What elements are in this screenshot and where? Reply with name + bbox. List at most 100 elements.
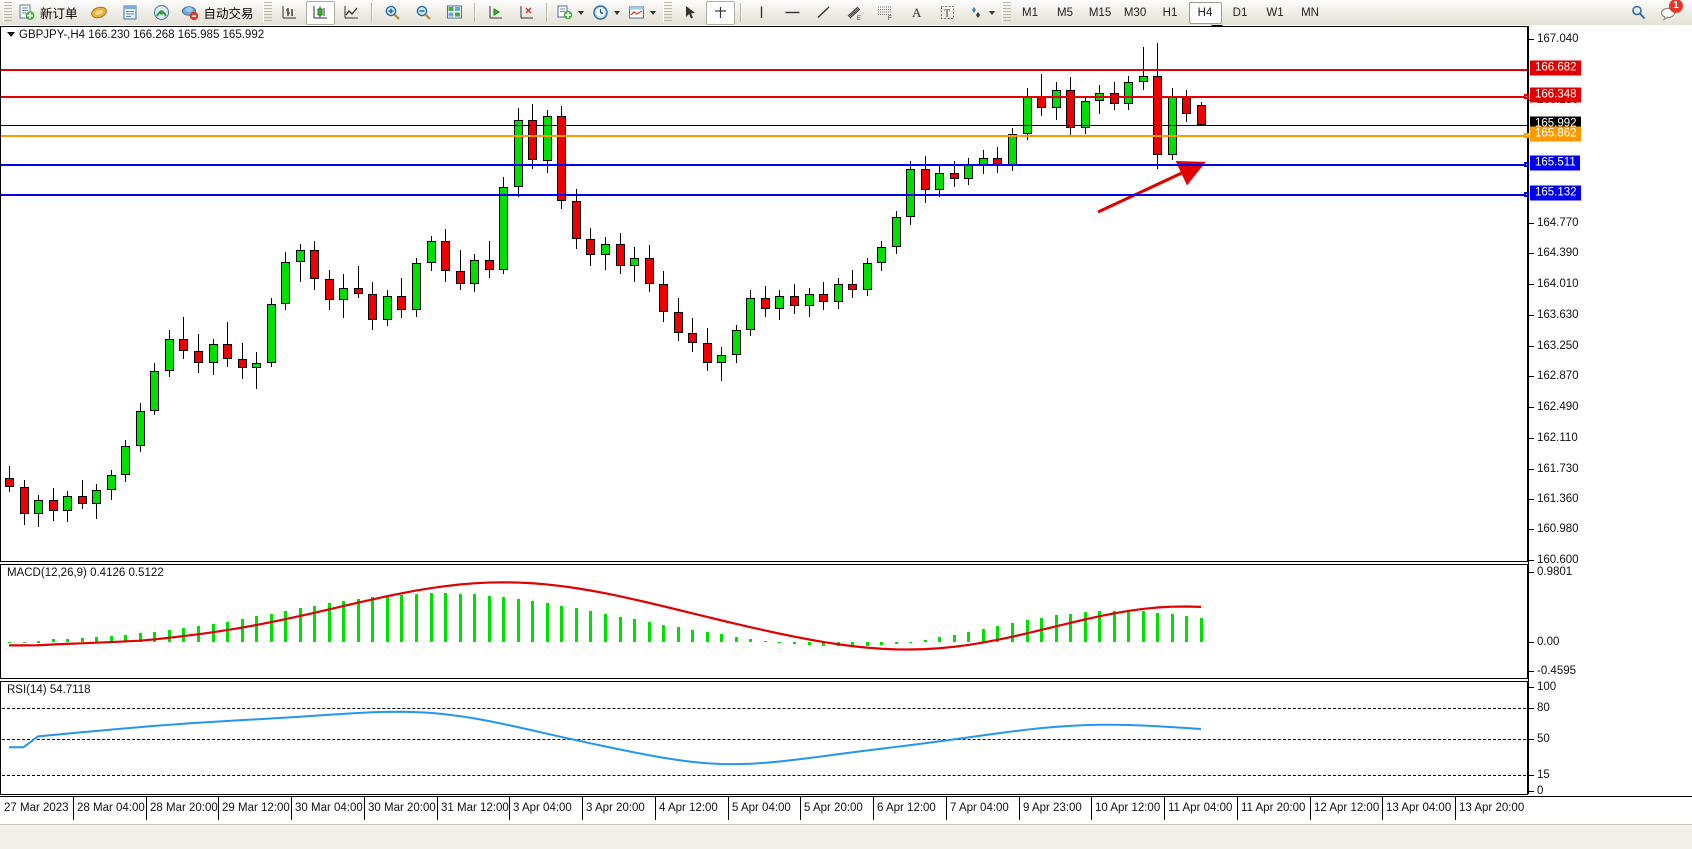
- candle-body: [834, 284, 843, 303]
- price-axis-line: [1528, 26, 1529, 794]
- macd-histogram-bar: [560, 605, 563, 642]
- indicators-dropdown-arrow[interactable]: [577, 10, 584, 15]
- candle-body: [296, 249, 305, 262]
- text-button[interactable]: A: [902, 1, 931, 25]
- candle-body: [1023, 95, 1032, 134]
- price-pane[interactable]: GBPJPY-,H4 166.230 166.268 165.985 165.9…: [0, 26, 1529, 562]
- price-line-handle[interactable]: [1524, 133, 1529, 139]
- chart-menu-triangle-icon[interactable]: [7, 32, 15, 37]
- candle-body: [935, 172, 944, 191]
- tf-d1[interactable]: D1: [1232, 6, 1248, 19]
- shapes-dropdown-arrow[interactable]: [988, 10, 995, 15]
- macd-histogram-bar: [124, 634, 127, 642]
- candle-body: [397, 295, 406, 311]
- text-label-button[interactable]: T: [933, 1, 962, 25]
- macd-pane[interactable]: MACD(12,26,9) 0.4126 0.5122: [0, 564, 1528, 679]
- macd-histogram-bar: [139, 633, 142, 642]
- trendline-button[interactable]: [809, 1, 838, 25]
- candle-body: [499, 187, 508, 270]
- candlestick-chart-button[interactable]: [305, 0, 335, 25]
- tf-w1[interactable]: W1: [1266, 6, 1284, 19]
- time-separator: [655, 797, 656, 820]
- candle-body: [586, 238, 595, 256]
- macd-histogram-bar: [270, 613, 273, 642]
- candle-body: [165, 338, 174, 371]
- chart-grid-button[interactable]: [440, 1, 469, 25]
- tf-h4[interactable]: H4: [1188, 1, 1222, 24]
- candle-body: [5, 478, 14, 487]
- chart-area[interactable]: GBPJPY-,H4 166.230 166.268 165.985 165.9…: [0, 25, 1692, 849]
- price-tick-label: 164.390: [1537, 247, 1579, 260]
- chart-shift-button[interactable]: [481, 1, 510, 25]
- candle-body: [805, 294, 814, 307]
- tf-m5[interactable]: M5: [1057, 6, 1074, 19]
- pivot-line-label[interactable]: 165.862: [1530, 126, 1581, 142]
- chat-button[interactable]: 1: [1655, 0, 1684, 25]
- price-line-handle[interactable]: [1524, 161, 1529, 167]
- tf-m30[interactable]: M30: [1123, 6, 1147, 19]
- macd-histogram-bar: [473, 594, 476, 642]
- shapes-button[interactable]: [964, 1, 998, 25]
- macd-histogram-bar: [153, 631, 156, 642]
- tf-m1[interactable]: M1: [1022, 6, 1039, 19]
- tf-m15[interactable]: M15: [1088, 6, 1112, 19]
- cursor-button[interactable]: [675, 1, 704, 25]
- toolbar-grip[interactable]: [3, 2, 12, 23]
- autotrading-button[interactable]: 自动交易: [178, 1, 259, 25]
- expert-advisor-button[interactable]: [85, 1, 114, 25]
- macd-histogram-bar: [66, 638, 69, 642]
- price-line-handle[interactable]: [1524, 192, 1529, 198]
- macd-histogram-bar: [677, 627, 680, 642]
- resistance-1-label[interactable]: 166.348: [1530, 87, 1581, 103]
- toolbar-grip-3[interactable]: [662, 2, 672, 23]
- resistance-2-label[interactable]: 166.682: [1530, 60, 1581, 76]
- support-2-label[interactable]: 165.132: [1530, 185, 1581, 201]
- templates-dropdown-arrow[interactable]: [649, 10, 656, 15]
- candle-body: [339, 287, 348, 301]
- new-order-button[interactable]: 新订单: [15, 1, 83, 25]
- rsi-pane[interactable]: RSI(14) 54.7118: [0, 681, 1528, 795]
- crosshair-button[interactable]: [705, 0, 735, 25]
- candle-wick: [1041, 73, 1042, 116]
- zoom-out-button[interactable]: [409, 1, 438, 25]
- equidistant-channel-button[interactable]: E: [840, 1, 869, 25]
- time-axis-label: 5 Apr 20:00: [804, 802, 863, 814]
- line-chart-button[interactable]: [337, 1, 366, 25]
- toolbar-grip-2[interactable]: [262, 2, 272, 23]
- price-axis[interactable]: 167.040166.280164.770164.390164.010163.6…: [1528, 25, 1692, 797]
- horizontal-line-button[interactable]: [778, 1, 807, 25]
- time-separator: [73, 797, 74, 820]
- price-tick: [1528, 437, 1534, 439]
- current-price-line[interactable]: [1, 124, 1527, 126]
- support-2-line[interactable]: [1, 192, 1529, 198]
- zoom-in-icon: [384, 4, 401, 21]
- macd-histogram-bar: [778, 641, 781, 644]
- resistance-1-line[interactable]: [1, 93, 1529, 99]
- vertical-line-button[interactable]: [747, 1, 776, 25]
- data-window-button[interactable]: [116, 1, 145, 25]
- auto-scroll-button[interactable]: [512, 1, 541, 25]
- period-dropdown-arrow[interactable]: [613, 10, 620, 15]
- search-button[interactable]: [1624, 1, 1653, 25]
- candle-body: [368, 294, 377, 320]
- bar-chart-button[interactable]: [275, 1, 304, 25]
- macd-histogram-bar: [212, 623, 215, 642]
- templates-button[interactable]: [625, 1, 659, 25]
- period-button[interactable]: [589, 1, 623, 25]
- support-1-line[interactable]: [1, 161, 1529, 167]
- tf-mn[interactable]: MN: [1301, 6, 1319, 19]
- resistance-2-line[interactable]: [1, 68, 1527, 71]
- zoom-in-button[interactable]: [378, 1, 407, 25]
- time-axis-label: 11 Apr 20:00: [1241, 802, 1306, 814]
- navigator-button[interactable]: [147, 1, 176, 25]
- indicators-button[interactable]: [553, 1, 587, 25]
- fibonacci-button[interactable]: F: [871, 1, 900, 25]
- zoom-out-icon: [415, 4, 432, 21]
- price-line-handle[interactable]: [1524, 93, 1529, 99]
- pivot-line-line[interactable]: [1, 133, 1529, 139]
- annotation-layer: [1097, 161, 1206, 214]
- support-1-label[interactable]: 165.511: [1530, 155, 1580, 171]
- tf-h1[interactable]: H1: [1162, 6, 1178, 19]
- time-axis[interactable]: 27 Mar 2023 28 Mar 04:00 28 Mar 20:00 29 Ma…: [0, 796, 1692, 821]
- toolbar-grip-4[interactable]: [1001, 2, 1011, 23]
